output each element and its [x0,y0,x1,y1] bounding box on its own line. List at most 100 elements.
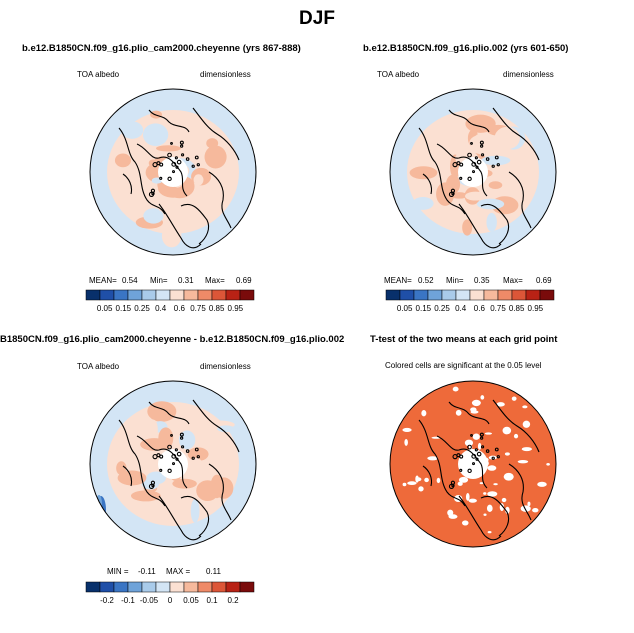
colorbar-box-9 [211,289,227,301]
panel-2-min: 0.35 [474,276,490,285]
panel-3-right-label: dimensionless [200,362,251,371]
coastline-4 [192,399,240,453]
colorbar-box-6 [469,289,485,301]
island-12 [474,156,478,160]
island-12 [174,156,178,160]
field-region-12 [184,193,197,207]
panel-1-mean-label: MEAN= [89,276,117,285]
island-10 [481,445,485,449]
insignificant-cell-53 [483,513,487,516]
insignificant-cell-35 [501,497,507,503]
island-18 [170,141,173,145]
colorbar-box-7 [183,581,199,593]
field-region-11 [172,478,197,489]
coastline-0 [118,127,166,215]
island-5 [459,468,463,472]
coastline-0 [418,419,466,507]
island-20 [494,155,499,160]
insignificant-cell-3 [418,486,424,492]
island-16 [476,159,482,165]
island-17 [180,436,184,440]
coastline-6 [122,465,133,487]
coastline-3 [480,495,510,537]
coastline-4 [192,107,240,161]
panel-1-right-label: dimensionless [200,70,251,79]
island-18 [470,433,473,437]
colorbar-box-6 [169,581,185,593]
colorbar-label-0: -0.2 [100,596,114,605]
coastline-1 [436,143,488,197]
colorbar-label-3: 0.4 [155,304,167,313]
coastline-7 [508,171,532,229]
island-21 [171,453,177,459]
colorbar-box-2 [413,289,429,301]
field-region-9 [462,219,473,236]
coastline-2 [158,495,202,541]
panel-1-max: 0.69 [236,276,252,285]
island-20 [494,447,499,452]
field-region-25 [494,126,520,150]
colorbar-label-4: 0.6 [174,304,186,313]
island-0 [472,462,476,466]
field-region-23 [193,174,204,186]
panel-2-left-label: TOA albedo [377,70,420,79]
insignificant-cell-31 [487,465,497,471]
island-16 [476,451,482,457]
coastline-1 [436,435,488,489]
colorbar-label-5: 0.75 [490,304,506,313]
colorbar-box-1 [99,289,115,301]
colorbar-box-4 [141,581,157,593]
insignificant-cell-61 [527,501,531,507]
insignificant-cell-42 [499,503,505,512]
insignificant-cell-55 [461,520,469,526]
island-15 [491,164,495,168]
panel-2-colorbar: 0.05 0.15 0.25 0.4 0.6 0.75 0.85 0.95 [385,289,555,313]
colorbar-label-7: 0.95 [228,304,244,313]
colorbar-box-4 [141,289,157,301]
coastline-0 [118,419,166,507]
colorbar-box-7 [183,289,199,301]
island-13 [185,449,190,453]
coastline-1 [136,435,188,489]
colorbar-label-0: 0.05 [397,304,413,313]
island-4 [179,432,184,437]
insignificant-cell-58 [471,399,481,407]
insignificant-cell-44 [457,481,463,486]
coastline-6 [422,465,433,487]
island-21 [471,453,477,459]
coastline-1 [136,143,188,197]
field-region-21 [445,174,461,194]
island-5 [459,176,463,180]
panel-4-subtitle: Colored cells are significant at the 0.0… [385,361,542,370]
coastlines [118,399,240,541]
insignificant-cell-34 [455,409,462,416]
colorbar-label-0: 0.05 [97,304,113,313]
colorbar-label-2: -0.05 [140,596,159,605]
island-12 [474,448,478,452]
island-6 [475,165,479,169]
island-3 [467,152,472,158]
colorbar-box-0 [85,581,101,593]
island-6 [175,457,179,461]
insignificant-cell-19 [486,504,493,512]
field-region-22 [142,123,169,147]
panel-1-colorbar: 0.05 0.15 0.25 0.4 0.6 0.75 0.85 0.95 [85,289,255,313]
field-region-23 [465,191,487,201]
insignificant-cell-23 [416,477,422,482]
insignificant-cell-5 [484,432,493,435]
insignificant-cell-12 [496,402,505,407]
field-region-24 [476,198,505,210]
island-18 [170,433,173,437]
insignificant-cell-56 [436,477,441,484]
colorbar-box-3 [127,289,143,301]
insignificant-cell-69 [517,459,529,464]
island-9 [456,453,461,458]
island-10 [181,445,185,449]
insignificant-cell-10 [511,396,517,401]
colorbar-box-6 [169,289,185,301]
insignificant-cell-48 [537,481,547,487]
colorbar-box-2 [113,581,129,593]
colorbar-label-3: 0 [168,596,173,605]
map-outline [389,380,557,548]
panel-3-left-label: TOA albedo [77,362,120,371]
